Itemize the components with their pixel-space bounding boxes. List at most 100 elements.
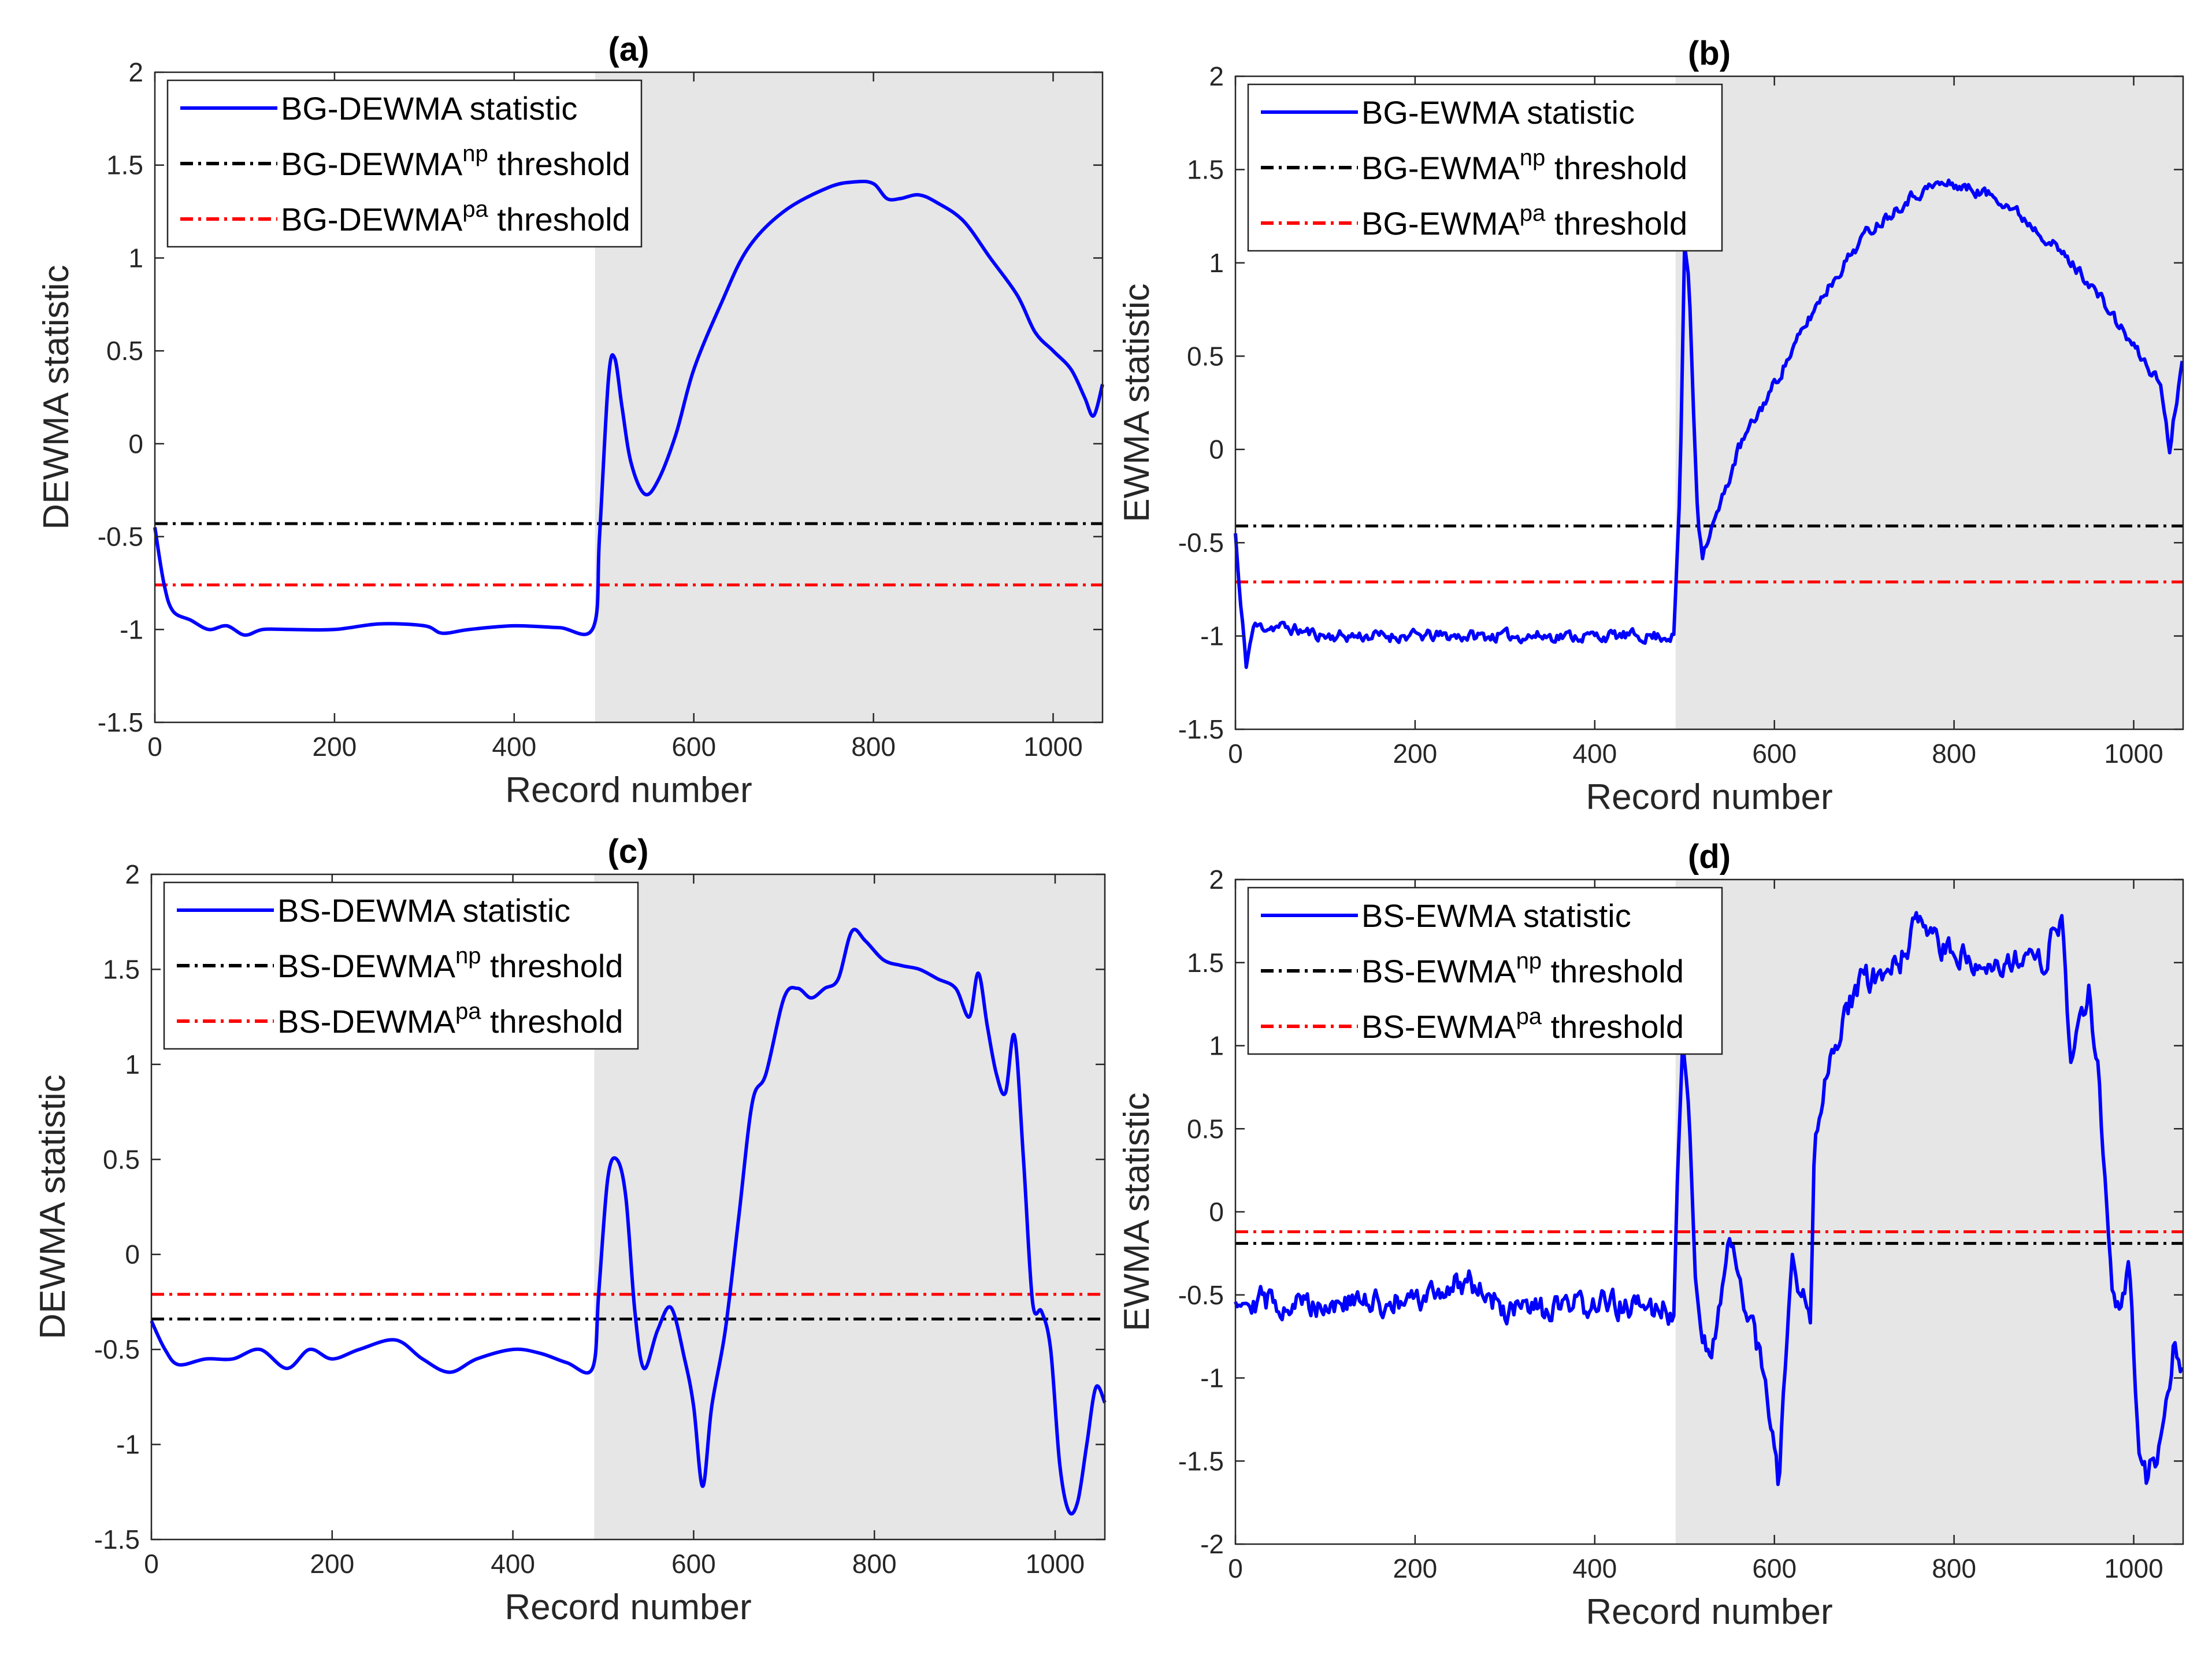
legend-entry-label: BS-DEWMA statistic bbox=[277, 892, 570, 929]
legend-entry-label: BS-DEWMAnp threshold bbox=[277, 943, 623, 984]
x-axis-label: Record number bbox=[505, 770, 752, 810]
x-tick-label: 1000 bbox=[1026, 1549, 1085, 1579]
legend-entry-label: BS-EWMAnp threshold bbox=[1361, 948, 1684, 989]
y-tick-label: -1 bbox=[1200, 1363, 1224, 1393]
x-tick-label: 400 bbox=[492, 732, 536, 762]
y-tick-label: -1 bbox=[116, 1430, 140, 1460]
x-tick-label: 800 bbox=[852, 1549, 897, 1579]
legend-entry-label: BG-DEWMA statistic bbox=[281, 90, 577, 127]
y-tick-label: 1 bbox=[1209, 1031, 1224, 1061]
y-tick-label: -0.5 bbox=[98, 522, 143, 552]
y-axis-label: DEWMA statistic bbox=[36, 265, 76, 529]
x-tick-label: 200 bbox=[1393, 739, 1438, 769]
y-tick-label: 1 bbox=[128, 243, 143, 273]
x-tick-label: 200 bbox=[313, 732, 357, 762]
x-tick-label: 0 bbox=[1228, 1553, 1243, 1583]
x-tick-label: 600 bbox=[671, 732, 716, 762]
legend-entry-label: BS-EWMA statistic bbox=[1361, 897, 1631, 934]
y-tick-label: 1.5 bbox=[1187, 948, 1224, 978]
legend-entry-label: BG-DEWMApa threshold bbox=[281, 196, 630, 238]
y-tick-label: 0 bbox=[1209, 1197, 1224, 1227]
legend-entry-label: BS-DEWMApa threshold bbox=[277, 999, 623, 1040]
y-tick-label: 2 bbox=[128, 57, 143, 87]
x-tick-label: 0 bbox=[1228, 739, 1243, 769]
legend: BS-EWMA statistic BS-EWMAnp threshold BS-E… bbox=[1247, 886, 1723, 1055]
x-tick-label: 600 bbox=[1752, 1553, 1797, 1583]
y-tick-label: 1 bbox=[125, 1049, 140, 1079]
y-tick-label: -2 bbox=[1200, 1529, 1224, 1559]
legend-entry-label: BG-EWMApa threshold bbox=[1361, 201, 1687, 242]
y-tick-label: -1.5 bbox=[1178, 1446, 1224, 1476]
x-tick-label: 200 bbox=[1393, 1553, 1438, 1583]
x-axis-label: Record number bbox=[504, 1587, 751, 1627]
shaded-region bbox=[595, 72, 1103, 722]
y-tick-label: -1.5 bbox=[1178, 714, 1224, 744]
x-tick-label: 400 bbox=[491, 1549, 535, 1579]
x-tick-label: 800 bbox=[1932, 739, 1976, 769]
x-tick-label: 0 bbox=[147, 732, 162, 762]
y-tick-label: -0.5 bbox=[1178, 1280, 1224, 1310]
x-tick-label: 800 bbox=[1932, 1553, 1976, 1583]
panel-3: 0 200 400 600 800 1000 -1.5 -1 -0.5 0 0.5 1 1.5 2 Reco… bbox=[33, 833, 1107, 1627]
panel-title: (a) bbox=[608, 31, 650, 68]
legend-entry-label: BG-EWMAnp threshold bbox=[1361, 145, 1687, 186]
x-tick-label: 1000 bbox=[1023, 732, 1082, 762]
y-tick-label: 0 bbox=[1209, 435, 1224, 465]
shaded-region bbox=[594, 874, 1105, 1539]
y-tick-label: 0 bbox=[128, 429, 143, 459]
axes-box bbox=[1234, 75, 2184, 730]
y-tick-label: -1.5 bbox=[94, 1524, 140, 1555]
x-tick-label: 600 bbox=[671, 1549, 716, 1579]
legend: BG-DEWMA statistic BG-DEWMAnp threshold BG… bbox=[166, 79, 643, 248]
x-tick-label: 200 bbox=[310, 1549, 354, 1579]
statistic-series-line bbox=[153, 179, 1104, 637]
y-tick-label: 1.5 bbox=[106, 150, 143, 180]
panel-4: 0 200 400 600 800 1000 -2 -1.5 -1 -0.5 0 0.5 1 1.5 2 Re… bbox=[1117, 838, 2184, 1632]
x-tick-label: 400 bbox=[1572, 1553, 1617, 1583]
x-tick-label: 0 bbox=[144, 1549, 159, 1579]
shaded-region bbox=[1675, 880, 2183, 1544]
x-tick-label: 600 bbox=[1752, 739, 1797, 769]
y-tick-label: -1 bbox=[120, 614, 143, 644]
y-tick-label: 0.5 bbox=[1187, 1114, 1224, 1144]
panel-title: (b) bbox=[1688, 35, 1731, 72]
statistic-series-line bbox=[1234, 911, 2184, 1486]
panel-1: 0 200 400 600 800 1000 -1.5 -1 -0.5 0 0.5 1 1.5 2 Reco… bbox=[36, 31, 1104, 810]
axes-box bbox=[154, 71, 1104, 724]
x-tick-label: 1000 bbox=[2104, 1553, 2163, 1583]
y-tick-label: 1.5 bbox=[1187, 154, 1224, 184]
statistic-series-line bbox=[150, 928, 1107, 1516]
y-tick-label: 0.5 bbox=[103, 1144, 140, 1174]
y-tick-label: 1 bbox=[1209, 248, 1224, 278]
y-tick-label: -0.5 bbox=[1178, 528, 1224, 558]
y-tick-label: 0.5 bbox=[106, 336, 143, 366]
y-tick-label: 0.5 bbox=[1187, 341, 1224, 371]
shaded-region bbox=[1675, 76, 2183, 729]
legend: BS-DEWMA statistic BS-DEWMAnp threshold BS… bbox=[163, 881, 639, 1050]
legend-entry-label: BS-EWMApa threshold bbox=[1361, 1004, 1684, 1045]
panel-2: 0 200 400 600 800 1000 -1.5 -1 -0.5 0 0.5 1 1.5 2 Reco… bbox=[1117, 35, 2184, 817]
y-axis-label: EWMA statistic bbox=[1117, 1092, 1157, 1331]
y-axis-label: DEWMA statistic bbox=[33, 1074, 73, 1339]
legend-entry-label: BG-EWMA statistic bbox=[1361, 94, 1635, 131]
x-axis-label: Record number bbox=[1586, 1592, 1832, 1632]
legend: BG-EWMA statistic BG-EWMAnp threshold BG-E… bbox=[1247, 83, 1723, 252]
y-tick-label: -1 bbox=[1200, 621, 1224, 651]
y-tick-label: -1.5 bbox=[98, 707, 143, 737]
y-tick-label: 1.5 bbox=[103, 954, 140, 984]
legend-entry-label: BG-DEWMAnp threshold bbox=[281, 141, 630, 182]
y-tick-label: 2 bbox=[1209, 865, 1224, 895]
x-tick-label: 400 bbox=[1572, 739, 1617, 769]
y-tick-label: -0.5 bbox=[94, 1334, 140, 1364]
y-tick-label: 2 bbox=[1209, 61, 1224, 91]
panel-title: (d) bbox=[1688, 838, 1731, 875]
x-tick-label: 1000 bbox=[2104, 739, 2163, 769]
statistic-series-line bbox=[1234, 178, 2184, 669]
x-axis-label: Record number bbox=[1586, 777, 1832, 817]
axes-box bbox=[150, 873, 1106, 1541]
y-tick-label: 0 bbox=[125, 1240, 140, 1270]
panel-title: (c) bbox=[608, 833, 649, 870]
x-tick-label: 800 bbox=[851, 732, 896, 762]
y-tick-label: 2 bbox=[125, 859, 140, 889]
